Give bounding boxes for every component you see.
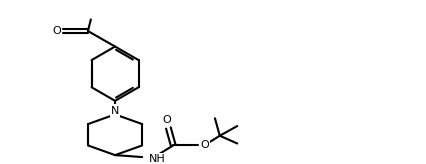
Text: O: O [200, 140, 209, 150]
Text: NH: NH [149, 154, 166, 164]
Text: O: O [52, 26, 61, 36]
Text: N: N [111, 105, 119, 115]
Text: O: O [162, 115, 171, 125]
